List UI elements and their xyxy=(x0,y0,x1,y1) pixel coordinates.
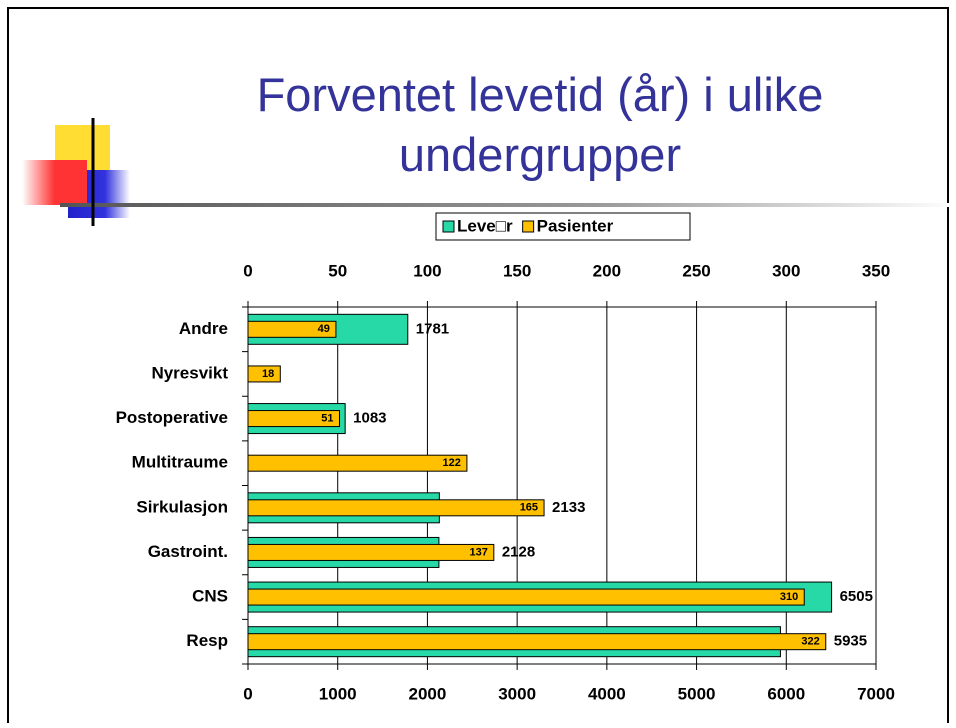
bar xyxy=(247,588,805,606)
x2-tick-label: 150 xyxy=(503,261,531,280)
bar xyxy=(247,410,341,428)
legend-label: Leve□r xyxy=(457,216,513,235)
value-label: 122 xyxy=(443,457,461,469)
y-tick-label: Multitraume xyxy=(132,453,228,472)
legend-label: Pasienter xyxy=(537,216,614,235)
x2-tick-label: 350 xyxy=(862,261,890,280)
value-label: 137 xyxy=(469,546,487,558)
y-tick-label: Nyresvikt xyxy=(151,363,228,382)
x-tick-label: 2000 xyxy=(409,684,447,703)
decor xyxy=(22,160,87,205)
y-tick-label: CNS xyxy=(192,587,228,606)
slide-border xyxy=(7,7,949,728)
value-label: 2133 xyxy=(552,499,585,516)
value-label: 18 xyxy=(262,368,274,380)
y-tick-label: Resp xyxy=(186,631,228,650)
legend-swatch xyxy=(522,220,535,233)
bar xyxy=(247,365,281,383)
title-box: Forventet levetid (år) i ulike undergrup… xyxy=(256,68,824,181)
x-tick-label: 7000 xyxy=(857,684,895,703)
y-tick-label: Andre xyxy=(179,319,228,338)
value-label: 165 xyxy=(520,502,538,514)
value-label: 2128 xyxy=(502,543,535,560)
value-label: 1781 xyxy=(416,320,449,337)
x2-tick-label: 0 xyxy=(243,261,252,280)
value-label: 322 xyxy=(801,636,819,648)
x2-tick-label: 100 xyxy=(413,261,441,280)
bar xyxy=(247,543,495,561)
bar xyxy=(247,499,545,517)
decor xyxy=(60,203,956,207)
x2-tick-label: 250 xyxy=(682,261,710,280)
x2-tick-label: 300 xyxy=(772,261,800,280)
chart-title: Forventet levetid (år) i ulike undergrup… xyxy=(256,68,824,181)
x-tick-label: 0 xyxy=(243,684,252,703)
y-tick-label: Gastroint. xyxy=(148,542,228,561)
legend-box xyxy=(435,212,691,241)
x-tick-label: 5000 xyxy=(678,684,716,703)
value-label: 5935 xyxy=(834,633,867,650)
x2-tick-label: 50 xyxy=(328,261,347,280)
x2-tick-label: 200 xyxy=(593,261,621,280)
bar xyxy=(247,633,827,651)
legend-swatch xyxy=(442,220,455,233)
x-tick-label: 1000 xyxy=(319,684,357,703)
value-label: 6505 xyxy=(840,588,873,605)
bar xyxy=(247,454,468,472)
value-label: 49 xyxy=(318,323,330,335)
value-label: 310 xyxy=(780,591,798,603)
x-tick-label: 3000 xyxy=(498,684,536,703)
x-tick-label: 4000 xyxy=(588,684,626,703)
x-tick-label: 6000 xyxy=(767,684,805,703)
y-tick-label: Postoperative xyxy=(116,408,228,427)
value-label: 51 xyxy=(321,412,333,424)
value-label: 1083 xyxy=(353,410,386,427)
y-tick-label: Sirkulasjon xyxy=(136,497,228,516)
bar xyxy=(247,320,337,338)
